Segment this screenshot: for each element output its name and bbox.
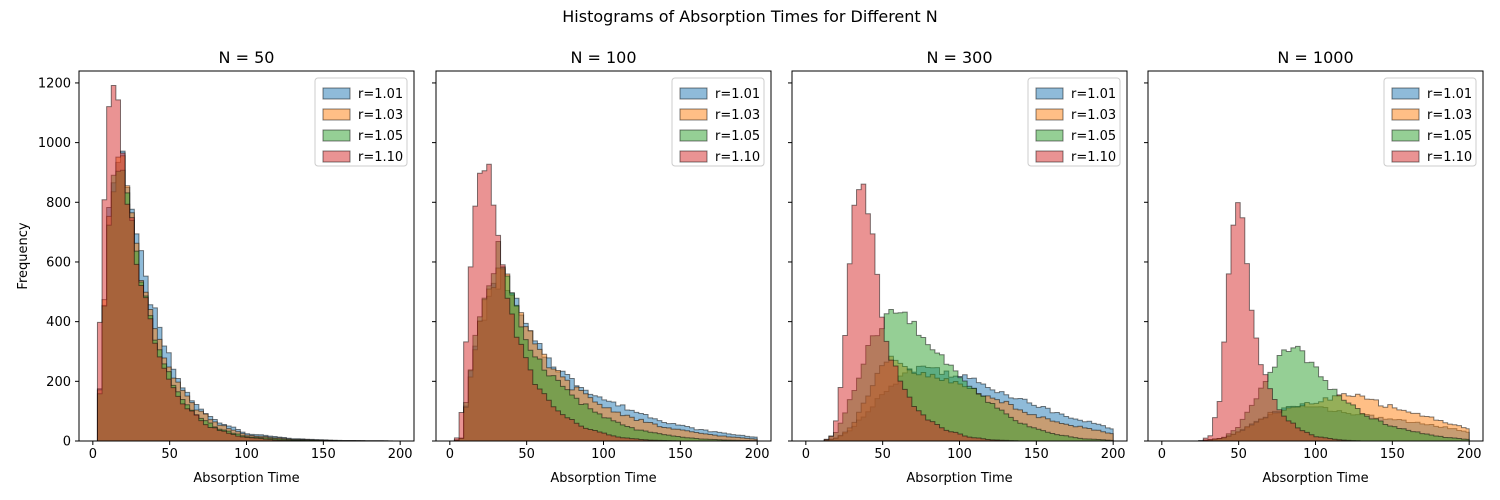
x-tick-label: 150 — [311, 447, 336, 462]
legend-entry: r=1.01 — [715, 87, 760, 102]
x-tick-label: 200 — [1101, 447, 1126, 462]
figure-suptitle: Histograms of Absorption Times for Diffe… — [562, 7, 938, 26]
x-tick-label: 0 — [802, 447, 810, 462]
legend-swatch — [1391, 150, 1420, 163]
panel-title: N = 1000 — [1277, 48, 1353, 67]
legend-entry: r=1.05 — [1071, 129, 1116, 144]
legend-entry: r=1.05 — [1427, 129, 1472, 144]
y-tick-label: 1200 — [38, 76, 71, 91]
x-tick-label: 200 — [1457, 447, 1482, 462]
legend-swatch — [1035, 87, 1064, 100]
legend-box — [1383, 77, 1477, 167]
legend-swatch — [679, 129, 708, 142]
panel-title: N = 100 — [570, 48, 636, 67]
y-tick-label: 400 — [46, 315, 71, 330]
x-tick-label: 100 — [234, 447, 259, 462]
x-tick-label: 50 — [161, 447, 178, 462]
x-axis-label: Absorption Time — [193, 471, 299, 486]
legend: r=1.01 r=1.03 r=1.05 r=1.10 — [1027, 77, 1121, 167]
x-tick-label: 50 — [874, 447, 891, 462]
legend-swatch — [1035, 108, 1064, 121]
panel-3: 0 50 100 150 200 N = 300 Absorption Time r=1.01… — [788, 48, 1128, 486]
x-tick-label: 150 — [668, 447, 693, 462]
histogram-r-1-10 — [805, 183, 1114, 441]
y-axis-label: Frequency — [16, 222, 31, 289]
legend: r=1.01 r=1.03 r=1.05 r=1.10 — [1383, 77, 1477, 167]
x-tick-label: 150 — [1024, 447, 1049, 462]
legend-entry: r=1.01 — [1427, 87, 1472, 102]
legend-box — [1027, 77, 1121, 167]
x-tick-label: 200 — [745, 447, 770, 462]
y-tick-label: 800 — [46, 196, 71, 211]
y-tick-label: 200 — [46, 375, 71, 390]
legend-entry: r=1.10 — [1427, 150, 1472, 165]
legend: r=1.01 r=1.03 r=1.05 r=1.10 — [671, 77, 765, 167]
x-tick-label: 100 — [947, 447, 972, 462]
legend-entry: r=1.10 — [358, 150, 403, 165]
legend-entry: r=1.05 — [358, 129, 403, 144]
x-tick-label: 0 — [446, 447, 454, 462]
legend-swatch — [322, 108, 351, 121]
legend-entry: r=1.03 — [1071, 108, 1116, 123]
x-axis-label: Absorption Time — [550, 471, 656, 486]
legend-swatch — [679, 108, 708, 121]
panel-1: 0 50 100 150 200 0 200 400 600 800 1000 1200 N = 50 A… — [16, 48, 415, 486]
legend-entry: r=1.10 — [1071, 150, 1116, 165]
plot-area — [805, 183, 1114, 441]
panel-title: N = 300 — [926, 48, 992, 67]
y-tick-label: 1000 — [38, 136, 71, 151]
legend-entry: r=1.10 — [715, 150, 760, 165]
legend-entry: r=1.03 — [715, 108, 760, 123]
x-tick-label: 100 — [591, 447, 616, 462]
y-tick-label: 0 — [63, 435, 71, 450]
plot-area — [449, 163, 758, 441]
panel-4: 0 50 100 150 200 N = 1000 Absorption Time r=1.0… — [1144, 48, 1484, 486]
legend-entry: r=1.05 — [715, 129, 760, 144]
legend-swatch — [679, 87, 708, 100]
legend-swatch — [322, 129, 351, 142]
legend-swatch — [1391, 129, 1420, 142]
legend-entry: r=1.01 — [1071, 87, 1116, 102]
y-tick-label: 600 — [46, 255, 71, 270]
legend-swatch — [322, 150, 351, 163]
panel-title: N = 50 — [219, 48, 275, 67]
x-axis-label: Absorption Time — [906, 471, 1012, 486]
x-tick-label: 0 — [1158, 447, 1166, 462]
panel-2: 0 50 100 150 200 N = 100 Absorption Time r=1.01… — [432, 48, 772, 486]
legend-swatch — [322, 87, 351, 100]
x-tick-label: 150 — [1380, 447, 1405, 462]
legend-entry: r=1.01 — [358, 87, 403, 102]
legend-swatch — [1035, 129, 1064, 142]
x-tick-label: 50 — [1230, 447, 1247, 462]
x-tick-label: 50 — [518, 447, 535, 462]
x-tick-label: 0 — [89, 447, 97, 462]
legend-entry: r=1.03 — [1427, 108, 1472, 123]
legend-box — [671, 77, 765, 167]
x-tick-label: 200 — [388, 447, 413, 462]
legend-box — [314, 77, 408, 167]
legend: r=1.01 r=1.03 r=1.05 r=1.10 — [314, 77, 408, 167]
plot-area — [1161, 202, 1470, 441]
x-axis-label: Absorption Time — [1262, 471, 1368, 486]
legend-swatch — [1391, 108, 1420, 121]
legend-entry: r=1.03 — [358, 108, 403, 123]
x-tick-label: 100 — [1303, 447, 1328, 462]
legend-swatch — [1391, 87, 1420, 100]
legend-swatch — [1035, 150, 1064, 163]
histogram-r-1-10 — [1161, 202, 1470, 441]
legend-swatch — [679, 150, 708, 163]
